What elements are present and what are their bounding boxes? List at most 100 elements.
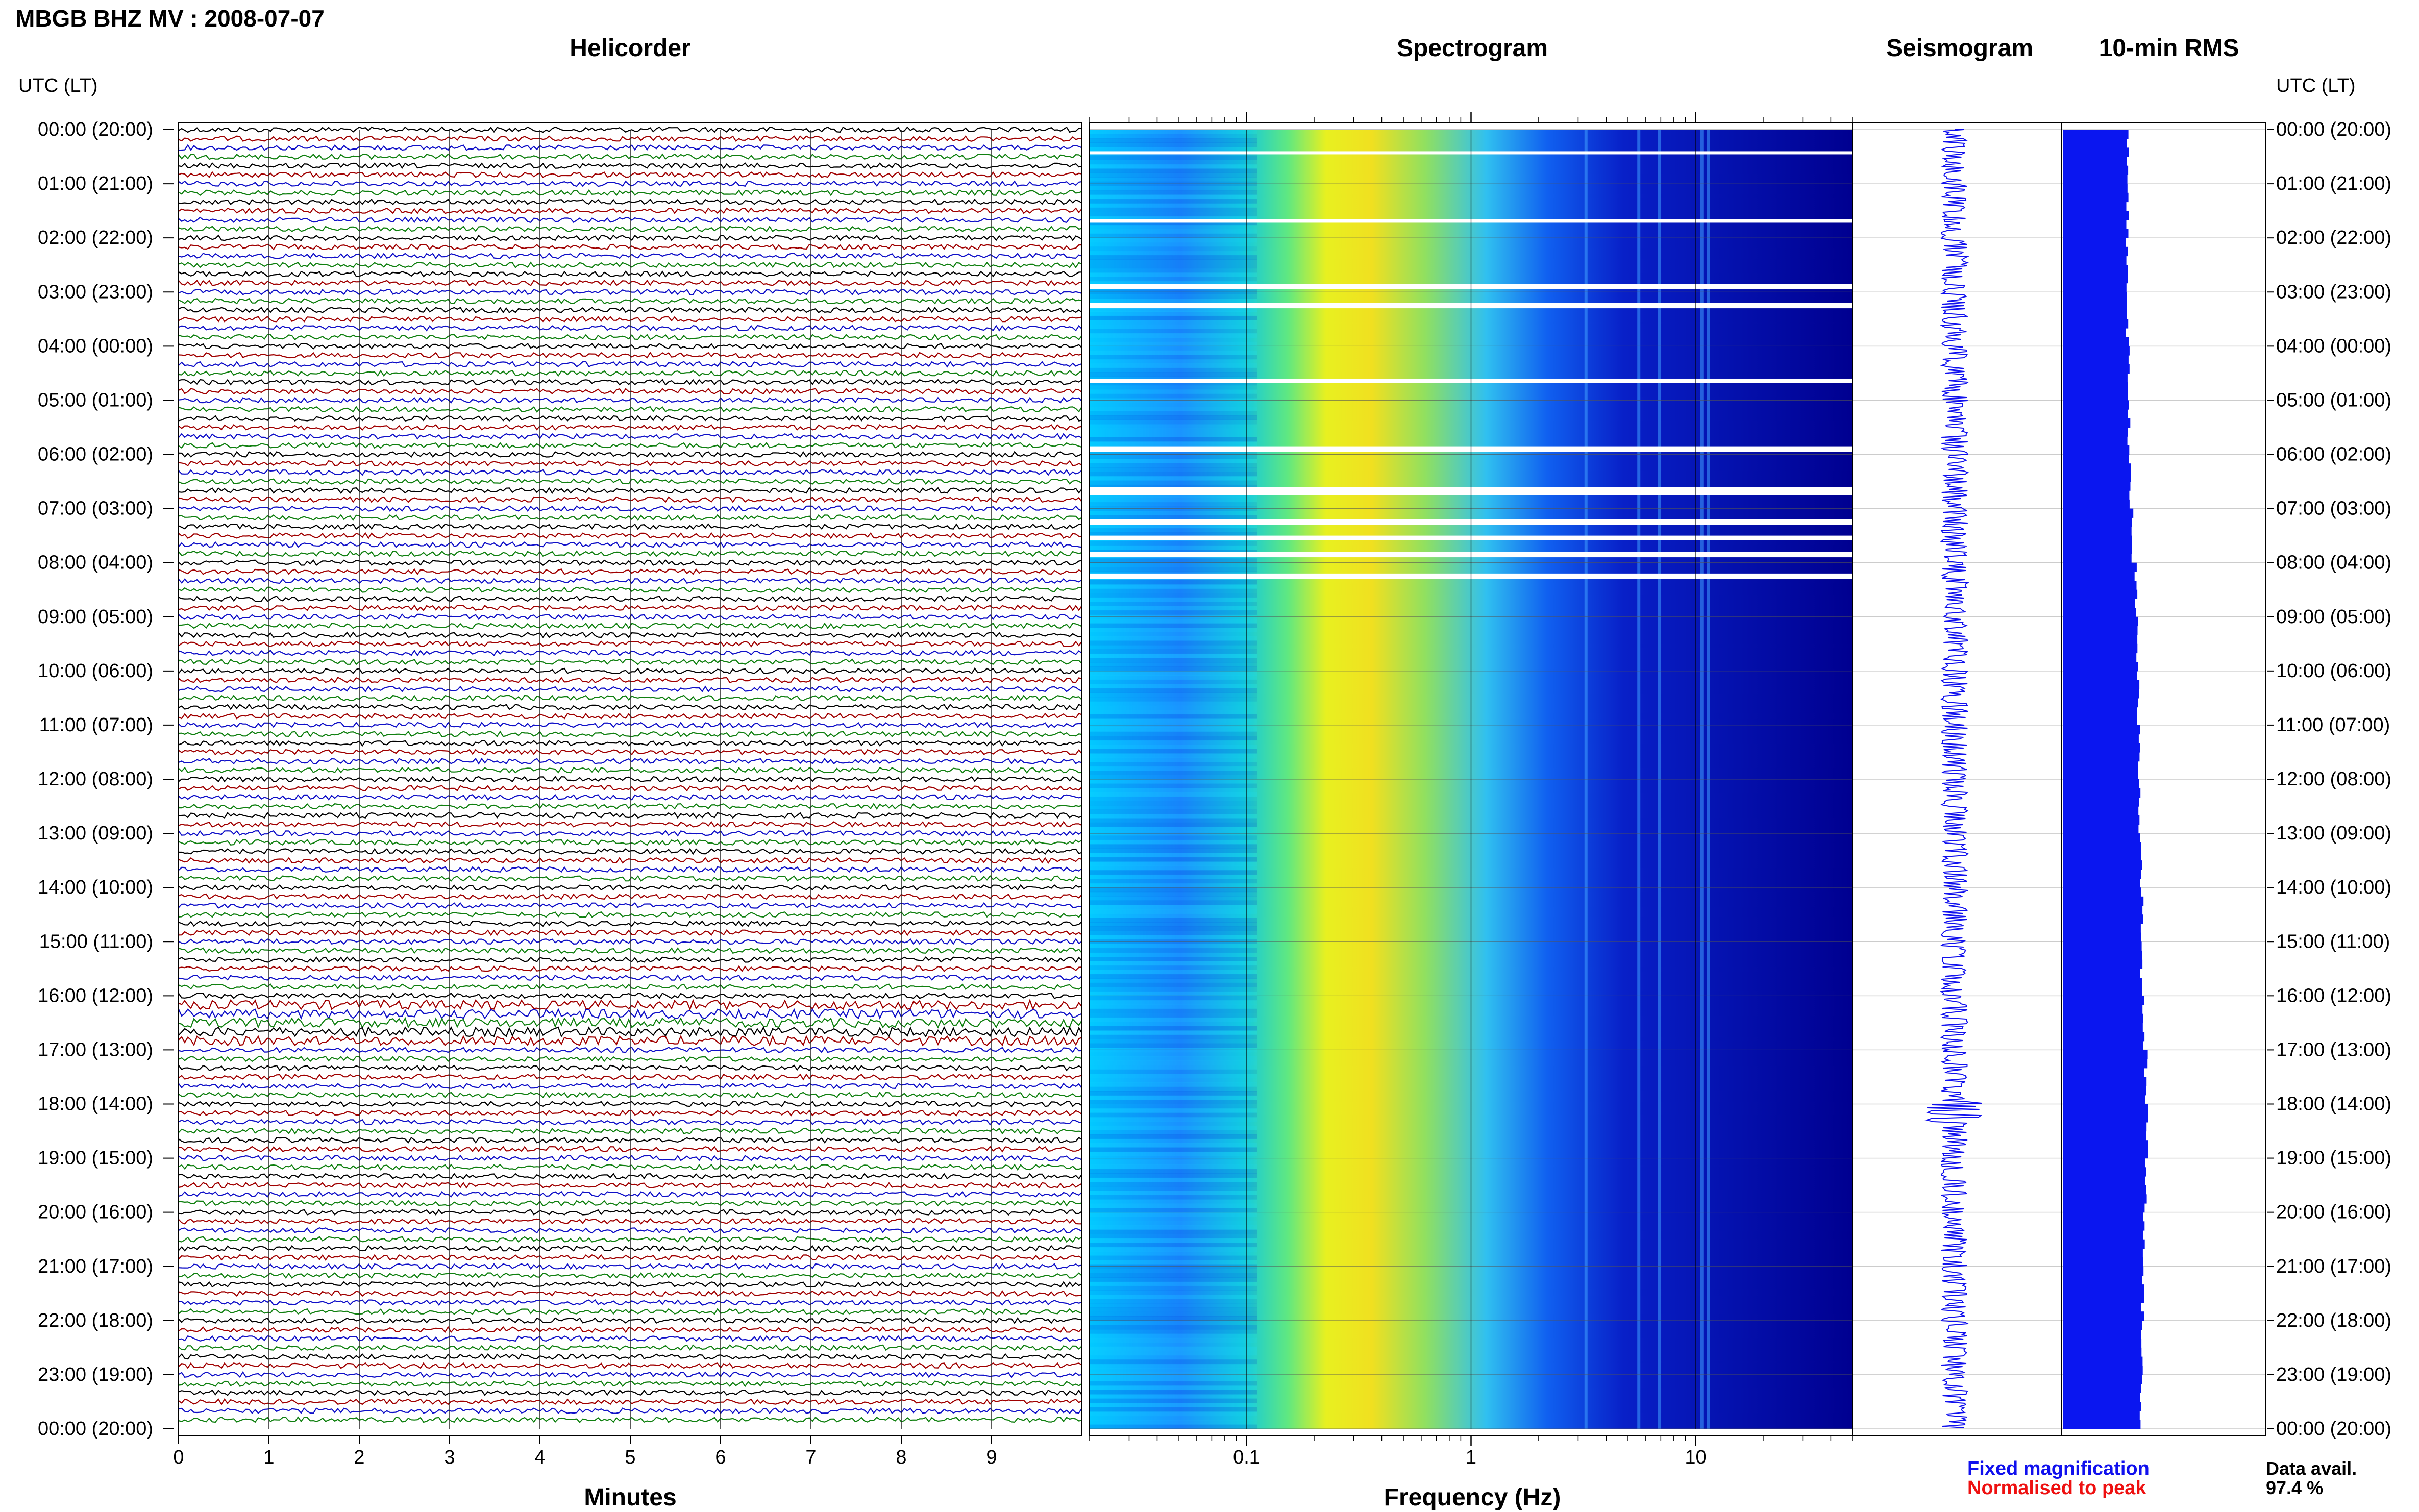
spectrogram-texture (1090, 610, 1257, 615)
spectrogram-texture (1090, 692, 1257, 698)
spectrogram-texture (1090, 255, 1257, 260)
spectrogram-texture (1090, 606, 1257, 611)
helicorder-trace (178, 352, 1082, 359)
rms-bar (2063, 752, 2140, 762)
helicorder-trace (178, 1136, 1082, 1144)
spectrogram-texture (1090, 1164, 1257, 1170)
spectrogram-texture (1090, 679, 1257, 684)
rms-bar (2063, 481, 2131, 491)
spectrogram-texture (1090, 900, 1257, 905)
rms-bar (2063, 463, 2131, 473)
left-time-label: 22:00 (18:00) (38, 1310, 153, 1331)
rms-bar (2063, 969, 2140, 978)
helicorder-xlabel: Minutes (584, 1484, 676, 1511)
spectrogram-texture (1090, 1325, 1257, 1330)
spectrogram-texture (1090, 372, 1257, 377)
rms-bar (2063, 887, 2141, 897)
left-time-label: 19:00 (15:00) (38, 1148, 153, 1169)
rms-bar (2063, 779, 2139, 789)
helicorder-trace (178, 198, 1082, 206)
spectrogram-texture (1090, 220, 1257, 226)
spectrogram-texture (1090, 1138, 1257, 1144)
spectrogram-texture (1090, 896, 1257, 901)
helicorder-trace (178, 189, 1082, 196)
spectrogram-texture (1090, 628, 1257, 632)
spectrogram-texture (1090, 978, 1257, 983)
spectrogram-texture (1090, 134, 1257, 139)
spectrogram-texture (1090, 996, 1257, 1001)
rms-bar (2063, 788, 2141, 798)
seismogram-trace (1924, 129, 1983, 1428)
spectrogram-texture (1090, 684, 1257, 689)
helicorder-trace (178, 1173, 1082, 1180)
spectrogram-texture (1090, 459, 1257, 463)
spectrogram-texture (1090, 671, 1257, 676)
rms-bar (2063, 1113, 2148, 1123)
helicorder-trace (178, 1380, 1082, 1387)
spectrogram-texture (1090, 402, 1257, 407)
spectrogram-texture (1090, 233, 1257, 238)
rms-bar (2063, 508, 2134, 518)
helicorder-trace (178, 1200, 1082, 1207)
spectrogram-texture (1090, 203, 1257, 208)
helicorder-trace (178, 144, 1082, 151)
rms-bar (2063, 454, 2129, 464)
spectrogram-texture (1090, 718, 1257, 724)
helicorder-trace (178, 532, 1082, 539)
spectrogram-texture (1090, 766, 1257, 771)
legend-normalised-to-peak: Normalised to peak (1967, 1477, 2146, 1499)
rms-bar (2063, 1104, 2148, 1113)
helicorder-trace (178, 298, 1082, 305)
rms-bar (2063, 1131, 2146, 1141)
helicorder-trace (178, 442, 1082, 449)
rms-bar (2063, 1149, 2148, 1159)
spectrogram-texture (1090, 1125, 1257, 1130)
left-time-label: 03:00 (23:00) (38, 281, 153, 303)
right-time-label: 17:00 (13:00) (2276, 1039, 2391, 1060)
helicorder-trace (178, 424, 1082, 431)
spectrogram-texture (1090, 844, 1257, 849)
left-time-label: 00:00 (20:00) (38, 119, 153, 140)
spectrogram-texture (1090, 1377, 1257, 1382)
helicorder-trace (178, 866, 1082, 873)
rms-bar (2063, 1347, 2142, 1357)
spectrogram-texture (1090, 467, 1257, 472)
rms-bar (2063, 626, 2138, 635)
spectrogram-texture (1090, 745, 1257, 750)
helicorder-trace (178, 325, 1082, 332)
helicorder-trace (178, 388, 1082, 395)
helicorder-trace (178, 613, 1082, 621)
spectrogram-texture (1090, 1294, 1257, 1299)
helicorder-trace (178, 757, 1082, 765)
spectrogram-texture (1090, 1173, 1257, 1178)
rms-bar (2063, 689, 2139, 699)
spectrogram-texture (1090, 1134, 1257, 1139)
spectrogram-texture (1090, 619, 1257, 624)
spectrogram-texture (1090, 1147, 1257, 1152)
spectrogram-texture (1090, 1346, 1257, 1351)
rms-bar (2063, 1185, 2146, 1195)
helicorder-trace (178, 829, 1082, 837)
spectrogram-texture (1090, 731, 1257, 736)
spectrogram-texture (1090, 1407, 1257, 1412)
spectrogram-texture (1090, 1303, 1257, 1308)
helicorder-trace (178, 1236, 1082, 1243)
rms-bar (2063, 256, 2127, 265)
rms-bar (2063, 138, 2127, 148)
spectrogram-texture (1090, 913, 1257, 919)
helicorder-trace (178, 974, 1082, 981)
spectrogram-texture (1090, 1030, 1257, 1035)
spectrogram-texture (1090, 710, 1257, 715)
spectrogram-texture (1090, 1086, 1257, 1092)
spectrogram-texture (1090, 602, 1257, 606)
spectrogram-texture (1090, 792, 1257, 797)
rms-bar (2063, 1212, 2143, 1222)
rms-bar (2063, 292, 2127, 302)
spectrogram-texture (1090, 272, 1257, 278)
spectrogram-texture (1090, 1095, 1257, 1100)
spectrogram-texture (1090, 1269, 1257, 1273)
left-time-label: 14:00 (10:00) (38, 877, 153, 898)
rms-bar (2063, 643, 2138, 654)
rms-bar (2063, 1320, 2142, 1330)
helicorder-trace (178, 1063, 1082, 1072)
